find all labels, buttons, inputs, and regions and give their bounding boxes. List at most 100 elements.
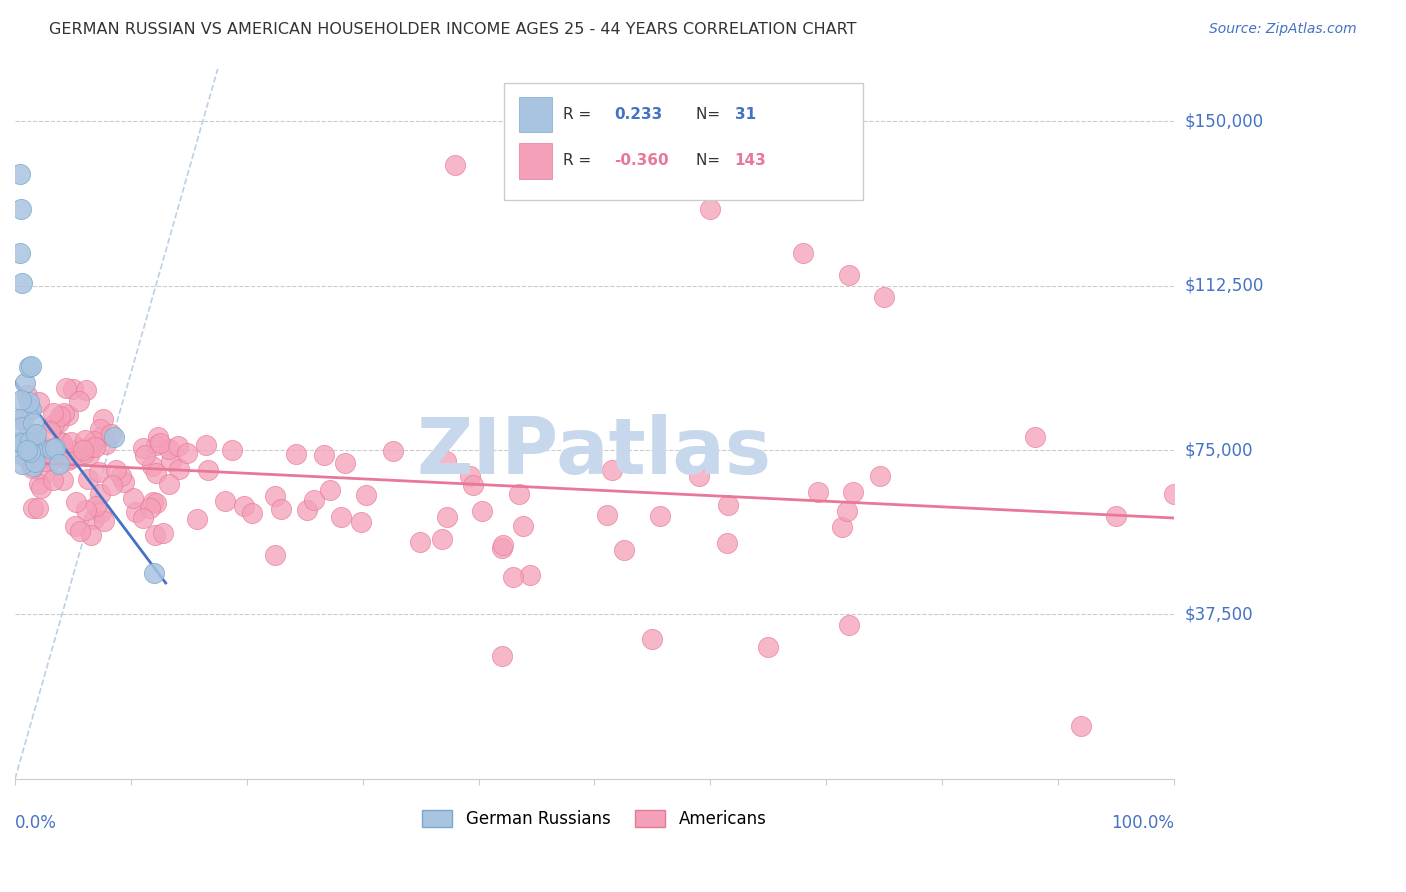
- Point: [132, 441, 155, 455]
- Point: [263, 489, 285, 503]
- Bar: [519, 97, 551, 132]
- Point: [143, 566, 166, 580]
- Point: [596, 508, 619, 522]
- Point: [873, 289, 896, 303]
- Point: [53, 406, 76, 420]
- Point: [83, 440, 105, 454]
- Point: [69, 441, 91, 455]
- Point: [214, 494, 236, 508]
- Point: [90, 505, 112, 519]
- Point: [8, 245, 31, 260]
- Point: [458, 469, 481, 483]
- Text: $112,500: $112,500: [1185, 277, 1264, 294]
- Point: [89, 422, 111, 436]
- Point: [10, 436, 32, 450]
- Point: [27, 394, 49, 409]
- Point: [471, 504, 494, 518]
- Point: [94, 436, 117, 450]
- Point: [197, 463, 219, 477]
- Point: [166, 439, 188, 453]
- Point: [354, 487, 377, 501]
- Point: [24, 433, 46, 447]
- Point: [21, 417, 44, 431]
- Point: [56, 408, 79, 422]
- Point: [49, 409, 72, 423]
- Point: [869, 468, 891, 483]
- Text: R =: R =: [564, 153, 596, 169]
- Point: [20, 402, 42, 417]
- Point: [233, 499, 256, 513]
- Point: [105, 463, 128, 477]
- Point: [73, 433, 96, 447]
- Point: [11, 410, 34, 425]
- Point: [75, 502, 97, 516]
- Point: [142, 495, 165, 509]
- Point: [491, 541, 513, 556]
- Point: [613, 542, 636, 557]
- Point: [831, 520, 853, 534]
- Point: [32, 467, 55, 482]
- Point: [34, 454, 56, 468]
- FancyBboxPatch shape: [505, 83, 863, 200]
- Point: [110, 469, 132, 483]
- Point: [145, 437, 167, 451]
- Point: [51, 436, 73, 450]
- Point: [807, 485, 830, 500]
- Text: N=: N=: [696, 107, 725, 122]
- Point: [15, 442, 38, 457]
- Point: [103, 430, 125, 444]
- Point: [60, 434, 83, 449]
- Point: [330, 510, 353, 524]
- Point: [69, 524, 91, 538]
- Point: [18, 360, 41, 375]
- Text: ZIPatlas: ZIPatlas: [418, 414, 772, 490]
- Point: [30, 481, 52, 495]
- Point: [270, 502, 292, 516]
- Text: Source: ZipAtlas.com: Source: ZipAtlas.com: [1209, 22, 1357, 37]
- Point: [17, 453, 39, 467]
- Point: [22, 501, 45, 516]
- Point: [186, 512, 208, 526]
- Point: [1163, 487, 1185, 501]
- Point: [24, 445, 46, 459]
- Text: -0.360: -0.360: [614, 153, 669, 169]
- Point: [176, 446, 198, 460]
- Legend: German Russians, Americans: German Russians, Americans: [416, 803, 773, 835]
- Point: [59, 451, 82, 466]
- Point: [72, 442, 94, 457]
- Point: [93, 514, 115, 528]
- Point: [101, 478, 124, 492]
- Point: [41, 406, 63, 420]
- Point: [221, 443, 243, 458]
- Point: [519, 567, 541, 582]
- Point: [37, 449, 59, 463]
- Point: [28, 476, 51, 491]
- Point: [319, 483, 342, 497]
- Point: [58, 453, 80, 467]
- Point: [48, 457, 70, 471]
- Point: [8, 167, 31, 181]
- Point: [699, 202, 721, 216]
- Point: [264, 549, 287, 563]
- Point: [139, 501, 162, 516]
- Point: [52, 473, 75, 487]
- Point: [83, 512, 105, 526]
- Point: [1070, 719, 1092, 733]
- Point: [444, 158, 467, 172]
- Point: [157, 476, 180, 491]
- Point: [838, 618, 860, 632]
- Point: [491, 649, 513, 664]
- Point: [10, 457, 32, 471]
- Point: [10, 447, 32, 461]
- Point: [1024, 430, 1046, 444]
- Point: [62, 382, 84, 396]
- Text: 31: 31: [735, 107, 756, 122]
- Point: [159, 454, 181, 468]
- Point: [67, 393, 90, 408]
- Point: [73, 446, 96, 460]
- Point: [48, 415, 70, 429]
- Text: $75,000: $75,000: [1185, 441, 1254, 459]
- Point: [122, 491, 145, 505]
- Point: [716, 498, 738, 512]
- Point: [463, 477, 485, 491]
